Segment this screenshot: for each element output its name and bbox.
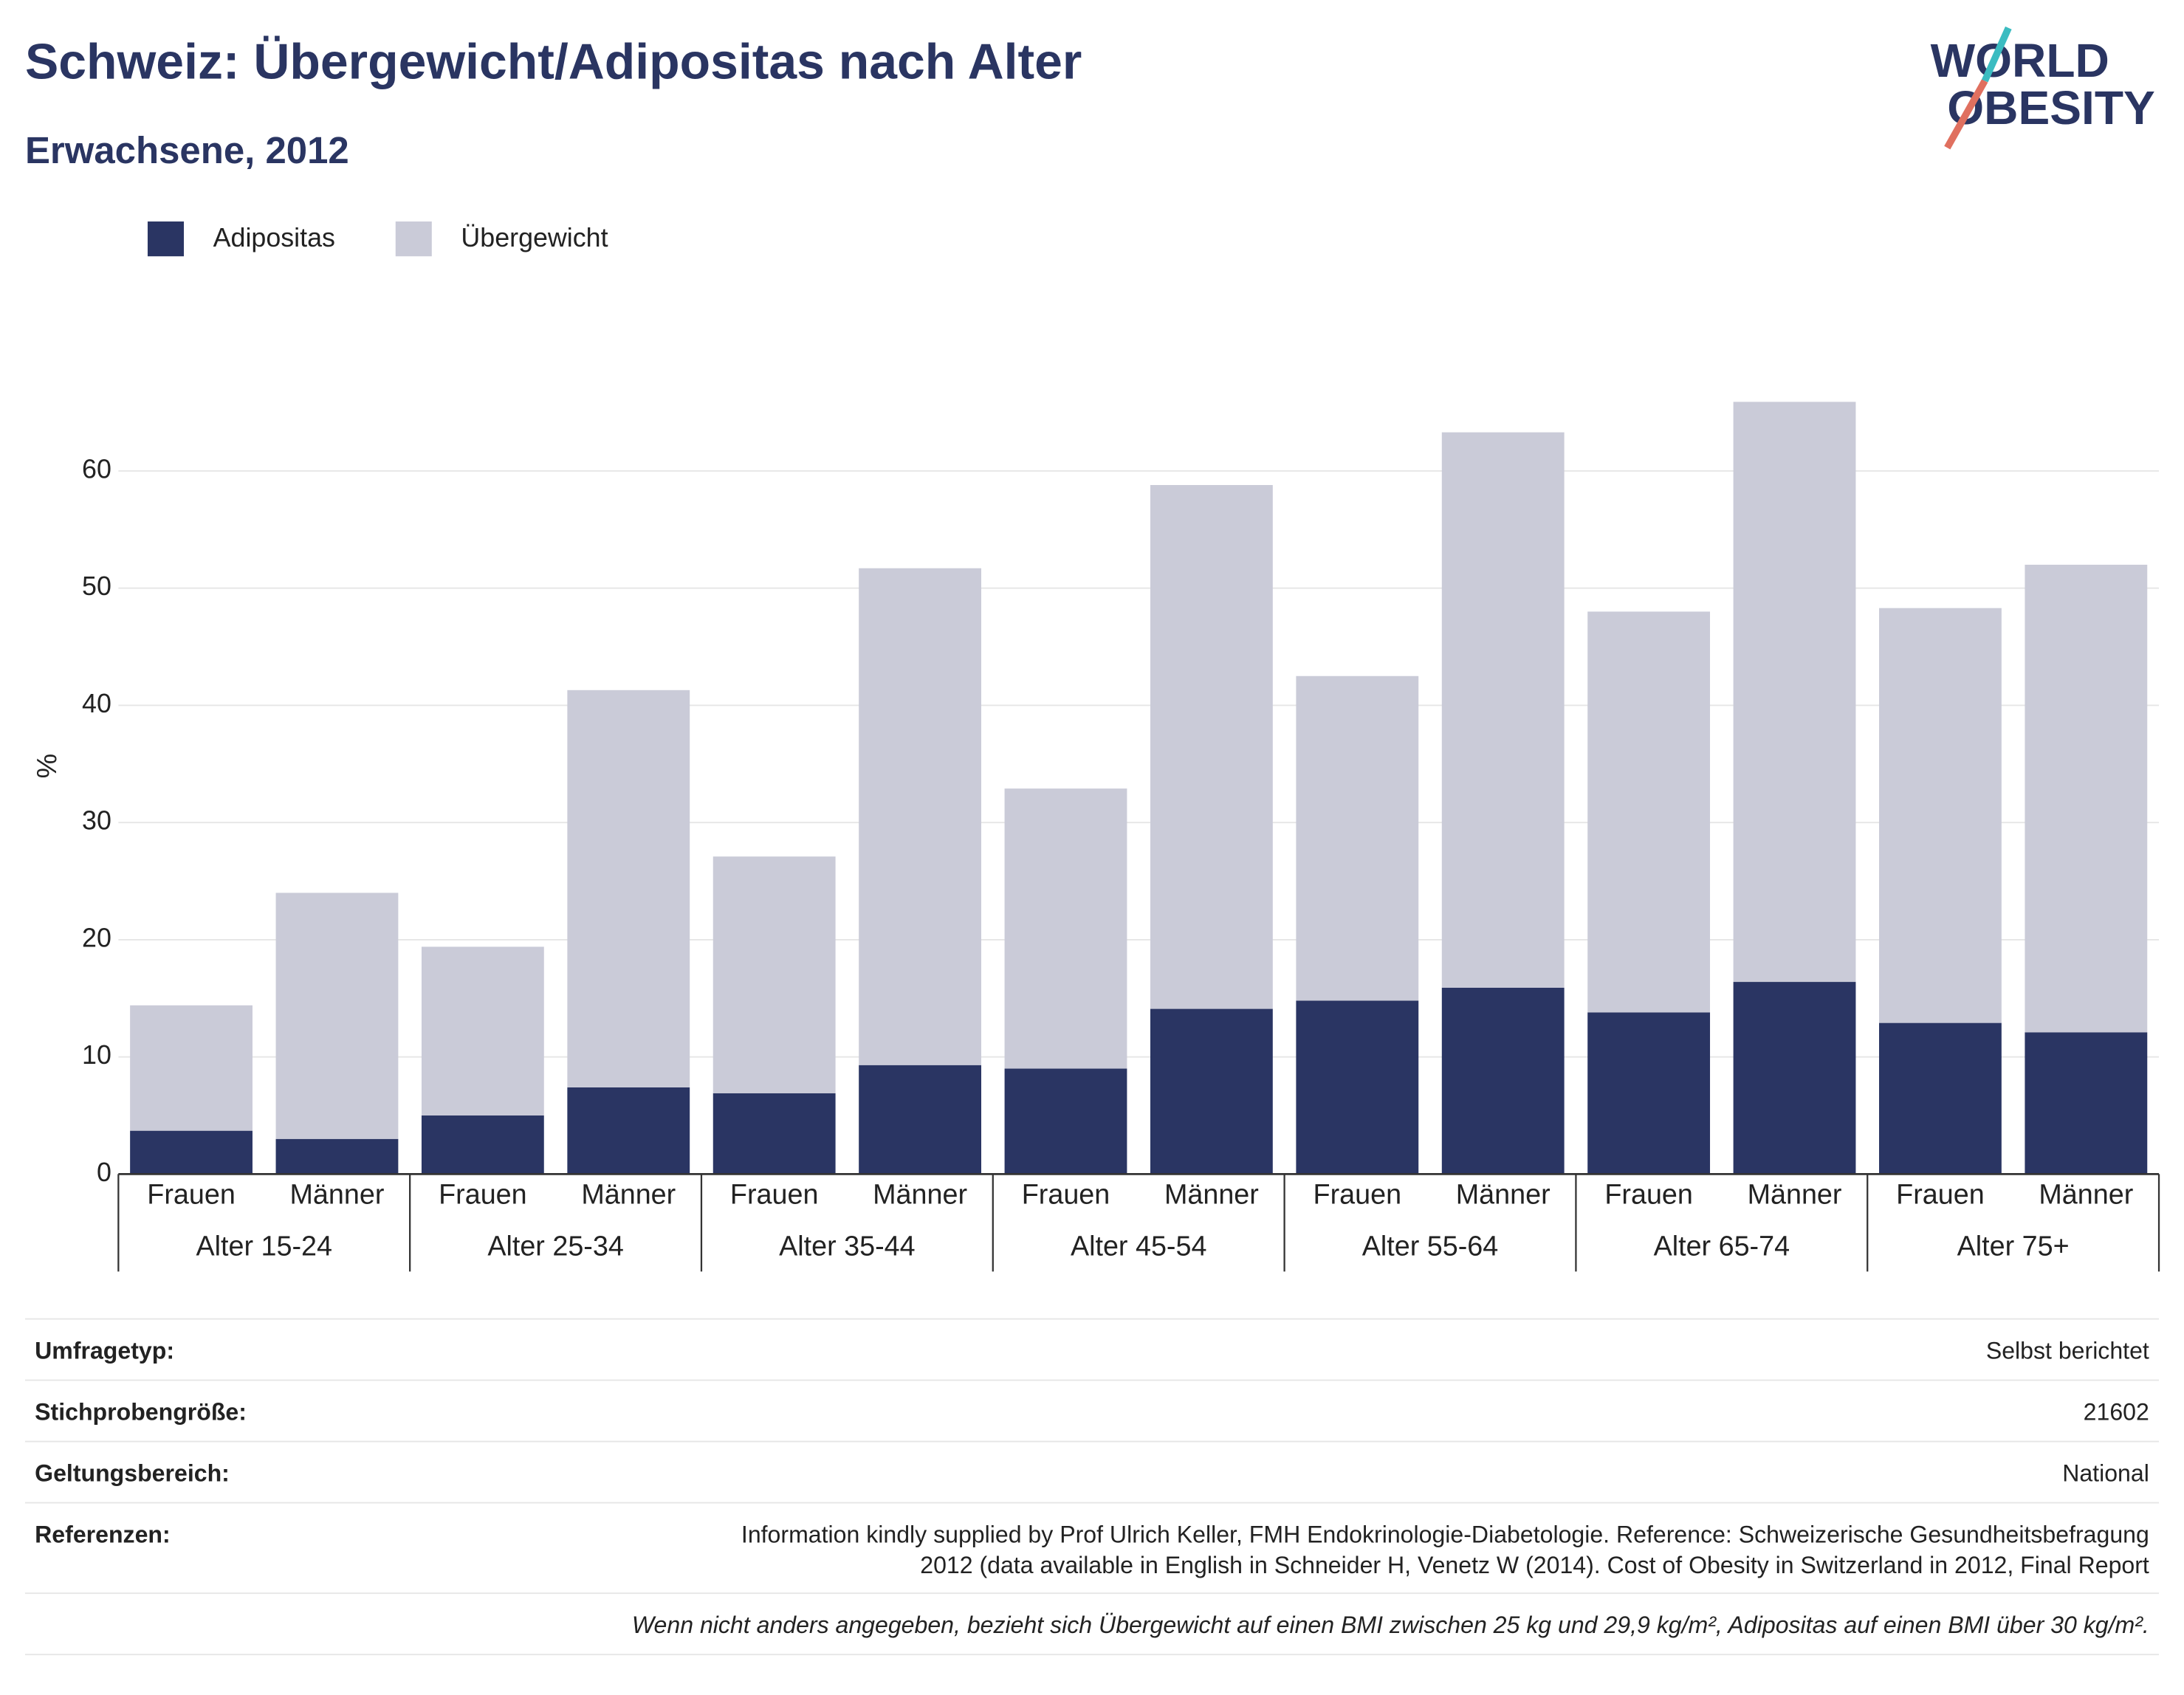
bar-segment	[1150, 1008, 1273, 1175]
y-tick-label: 60	[82, 454, 111, 484]
group-label: Alter 15-24	[196, 1230, 332, 1261]
x-tick-label: Frauen	[1604, 1179, 1693, 1210]
group-label: Alter 35-44	[779, 1230, 916, 1261]
chart-subtitle: Erwachsene, 2012	[25, 129, 349, 171]
chart-title: Schweiz: Übergewicht/Adipositas nach Alt…	[25, 35, 1082, 90]
logo-text: WORLD	[1931, 34, 2109, 87]
group-label: Alter 65-74	[1654, 1230, 1790, 1261]
group-label: Alter 45-54	[1071, 1230, 1207, 1261]
legend-label: Adipositas	[213, 223, 335, 252]
bar-segment	[1296, 675, 1419, 1001]
info-label: Referenzen:	[35, 1521, 171, 1547]
y-tick-label: 30	[82, 806, 111, 836]
bar-segment	[2025, 564, 2148, 1033]
info-label: Umfragetyp:	[35, 1337, 174, 1364]
bar-segment	[275, 893, 399, 1139]
info-value: 21602	[2084, 1398, 2149, 1425]
bar-segment	[859, 568, 981, 1065]
bar-segment	[130, 1005, 253, 1131]
group-label: Alter 75+	[1957, 1230, 2070, 1261]
bar-segment	[1587, 611, 1711, 1013]
x-tick-label: Männer	[1456, 1179, 1551, 1210]
bar-segment	[567, 690, 690, 1087]
bar-segment	[1296, 1000, 1419, 1175]
y-tick-label: 50	[82, 571, 111, 601]
bar-segment	[1879, 1022, 2002, 1175]
bar-segment	[859, 1065, 981, 1175]
group-label: Alter 55-64	[1362, 1230, 1499, 1261]
group-label: Alter 25-34	[487, 1230, 624, 1261]
info-value: National	[2062, 1460, 2149, 1486]
y-tick-label: 10	[82, 1040, 111, 1070]
bar-segment	[1004, 788, 1127, 1069]
x-tick-label: Frauen	[1896, 1179, 1985, 1210]
x-tick-label: Männer	[581, 1179, 676, 1210]
x-tick-label: Männer	[2039, 1179, 2133, 1210]
bar-segment	[1733, 402, 1856, 983]
y-tick-label: 0	[97, 1158, 111, 1187]
legend-label: Übergewicht	[461, 223, 608, 252]
footnote: Wenn nicht anders angegeben, bezieht sic…	[632, 1612, 2149, 1638]
bar-segment	[275, 1138, 399, 1175]
bar-segment	[712, 1093, 836, 1175]
bar-segment	[421, 1115, 544, 1175]
info-value: Selbst berichtet	[1986, 1337, 2149, 1364]
bar-segment	[2025, 1032, 2148, 1175]
bar-segment	[130, 1130, 253, 1175]
logo-slash	[1981, 26, 2012, 83]
info-value: Information kindly supplied by Prof Ulri…	[741, 1521, 2149, 1547]
bar-segment	[1733, 982, 1856, 1175]
x-tick-label: Frauen	[439, 1179, 527, 1210]
bar-segment	[1004, 1068, 1127, 1175]
x-tick-label: Frauen	[1314, 1179, 1402, 1210]
legend-swatch	[395, 221, 432, 257]
bar-segment	[1587, 1012, 1711, 1175]
info-label: Geltungsbereich:	[35, 1460, 230, 1486]
bar-segment	[1879, 608, 2002, 1023]
x-tick-label: Männer	[290, 1179, 385, 1210]
y-axis-label: %	[31, 754, 62, 779]
bar-segment	[421, 946, 544, 1116]
bar-segment	[712, 856, 836, 1093]
logo-slash	[1944, 79, 1988, 150]
x-tick-label: Männer	[1748, 1179, 1842, 1210]
x-tick-label: Frauen	[147, 1179, 236, 1210]
legend-swatch	[147, 221, 185, 257]
x-tick-label: Frauen	[1022, 1179, 1110, 1210]
bar-segment	[567, 1087, 690, 1175]
info-value: 2012 (data available in English in Schne…	[920, 1552, 2149, 1578]
bar-segment	[1441, 432, 1565, 988]
y-tick-label: 40	[82, 689, 111, 718]
info-label: Stichprobengröße:	[35, 1398, 247, 1425]
x-tick-label: Frauen	[730, 1179, 819, 1210]
x-tick-label: Männer	[873, 1179, 967, 1210]
x-tick-label: Männer	[1164, 1179, 1259, 1210]
y-tick-label: 20	[82, 923, 111, 952]
bar-segment	[1441, 987, 1565, 1175]
bar-segment	[1150, 485, 1273, 1009]
